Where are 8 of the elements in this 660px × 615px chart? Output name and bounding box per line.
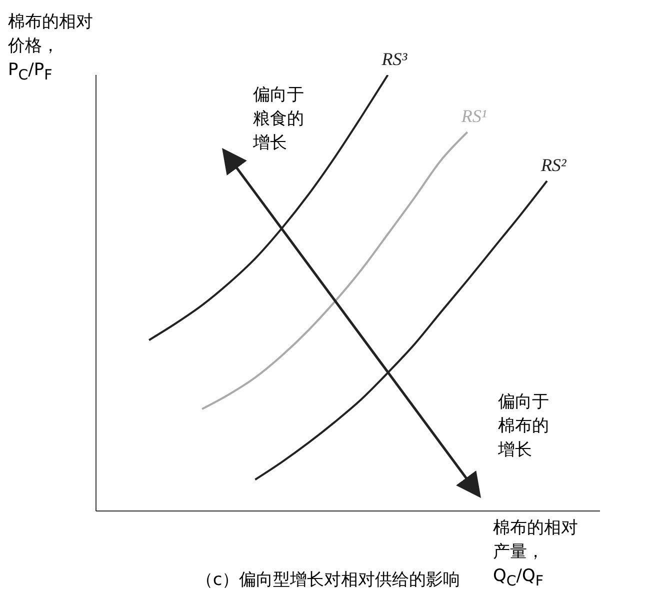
series-label: RS³ <box>380 49 408 69</box>
series-label: RS² <box>540 154 567 175</box>
annotation: 偏向于粮食的增长 <box>253 84 305 155</box>
x-axis-title: 棉布的相对产量，Q$_{C}$/Q$_{F}$ <box>493 517 579 592</box>
y-axis-title: 棉布的相对价格，P$_{C}$/P$_{F}$ <box>8 11 94 86</box>
series-label: RS¹ <box>460 106 487 126</box>
text: （c）偏向型增长对相对供给的影响 <box>196 570 460 590</box>
annotation: 偏向于棉布的增长 <box>498 391 550 462</box>
